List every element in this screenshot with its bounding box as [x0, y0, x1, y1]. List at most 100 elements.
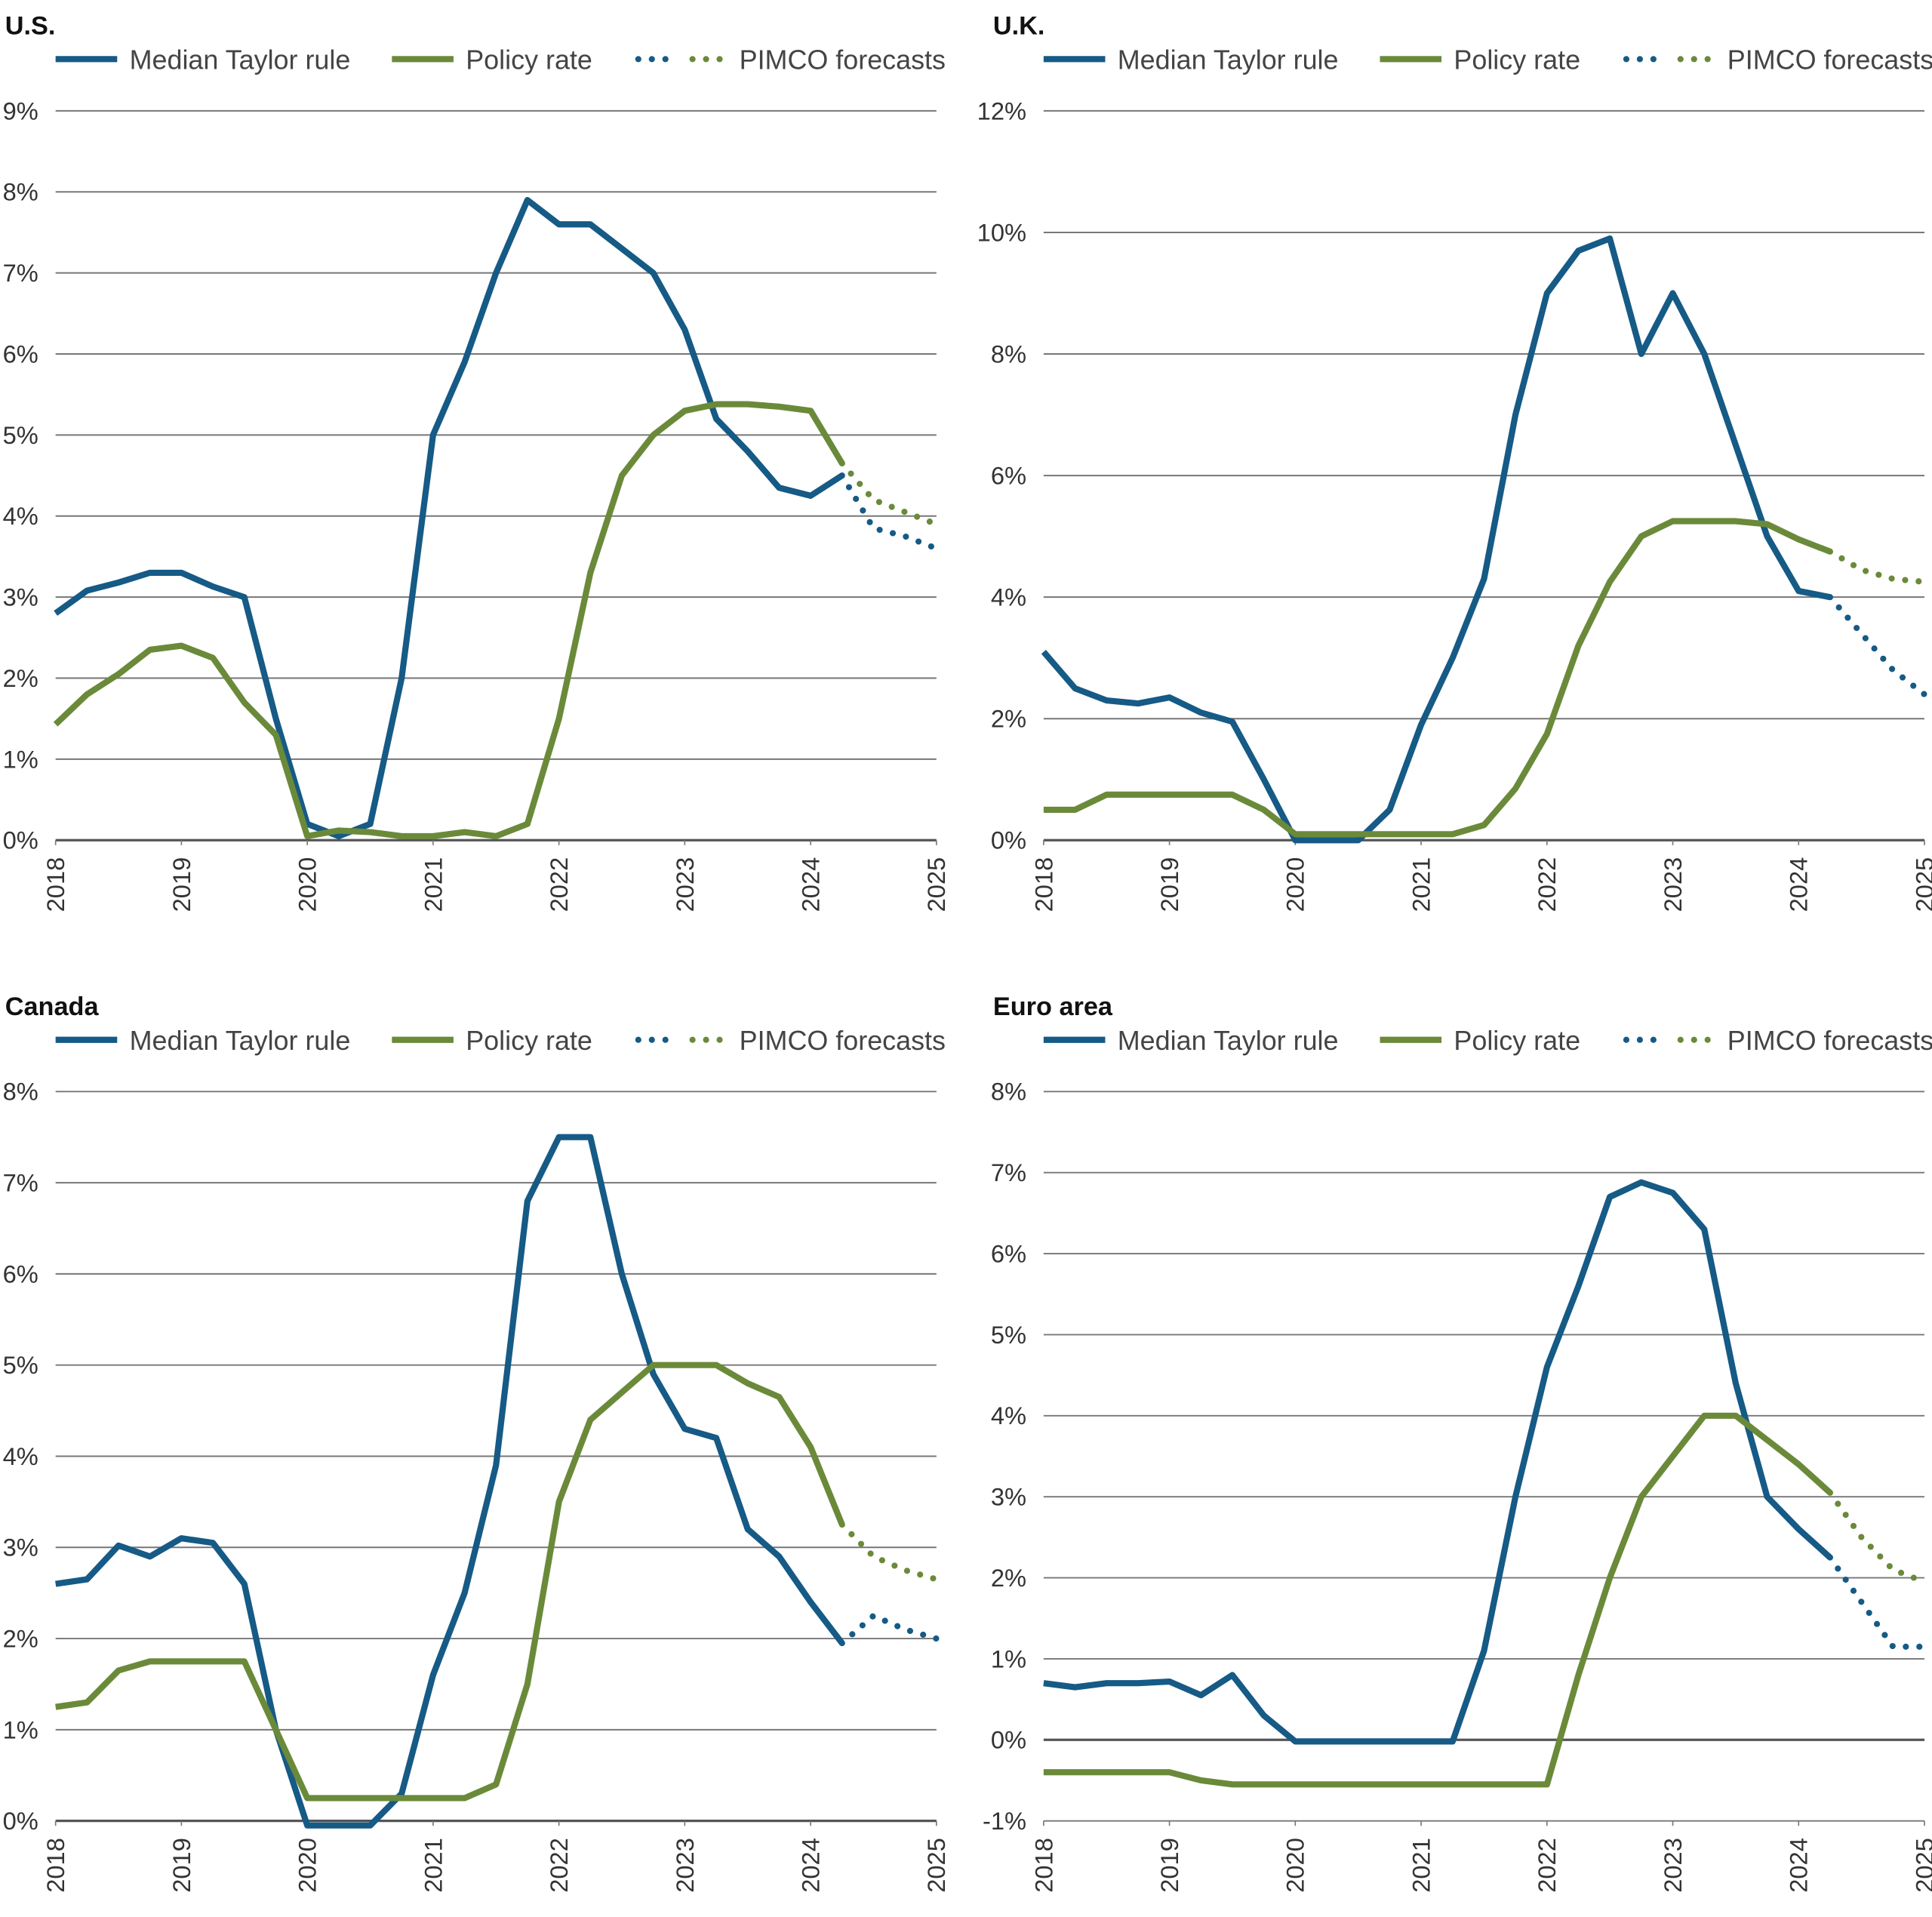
y-tick-label: 2%: [3, 1625, 38, 1653]
y-tick-label: 7%: [3, 259, 38, 287]
panel-title: Euro area: [993, 992, 1113, 1021]
panel-title: U.S.: [5, 12, 56, 41]
data-line: [1043, 1179, 1832, 1745]
x-tick-label: 2019: [168, 1838, 195, 1893]
y-tick-label: 1%: [3, 745, 38, 773]
y-tick-label: 8%: [991, 1078, 1026, 1106]
x-tick-label: 2018: [1029, 857, 1057, 912]
y-tick-label: 8%: [3, 178, 38, 206]
x-tick-label: 2020: [294, 1838, 321, 1893]
legend-label: Median Taylor rule: [130, 1025, 351, 1056]
x-tick-label: 2019: [1155, 857, 1183, 912]
y-tick-label: 6%: [3, 1260, 38, 1288]
y-tick-label: 8%: [3, 1078, 38, 1106]
x-tick-label: 2024: [797, 1838, 825, 1893]
x-tick-label: 2023: [1659, 857, 1687, 912]
x-tick-label: 2023: [1659, 1838, 1687, 1893]
legend-label: PIMCO forecasts: [740, 1025, 946, 1056]
y-tick-label: 3%: [3, 583, 38, 611]
forecast-line: [1826, 1554, 1928, 1650]
y-tick-label: 8%: [991, 340, 1026, 368]
x-tick-label: 2022: [1533, 857, 1561, 912]
data-line: [54, 197, 844, 839]
x-tick-label: 2021: [1407, 857, 1435, 912]
legend-label: PIMCO forecasts: [1727, 1025, 1932, 1056]
y-tick-label: 5%: [991, 1321, 1026, 1349]
legend-label: Policy rate: [1454, 1025, 1580, 1056]
y-tick-label: 0%: [991, 1726, 1026, 1754]
x-tick-label: 2020: [1281, 1838, 1309, 1893]
x-tick-label: 2019: [168, 857, 195, 912]
forecast-line: [1826, 1489, 1928, 1586]
y-tick-label: 7%: [991, 1159, 1026, 1186]
y-tick-label: 5%: [3, 421, 38, 449]
legend-label: PIMCO forecasts: [1727, 44, 1932, 75]
y-tick-label: 4%: [3, 1442, 38, 1470]
y-tick-label: 3%: [991, 1483, 1026, 1511]
x-tick-label: 2022: [545, 857, 573, 912]
x-tick-label: 2018: [42, 1838, 69, 1893]
y-tick-label: 4%: [991, 1402, 1026, 1429]
x-tick-label: 2024: [797, 857, 825, 912]
x-tick-label: 2023: [671, 1838, 699, 1893]
data-line: [55, 1362, 845, 1802]
y-tick-label: 9%: [3, 97, 38, 125]
y-tick-label: 6%: [991, 462, 1026, 490]
legend-label: Policy rate: [466, 1025, 592, 1056]
y-tick-label: 6%: [3, 340, 38, 368]
x-tick-label: 2025: [922, 857, 950, 912]
y-tick-label: 6%: [991, 1239, 1026, 1267]
x-tick-label: 2019: [1155, 1838, 1183, 1893]
panel: U.K. Median Taylor rule Policy rate PIMCO f…: [977, 12, 1932, 912]
x-tick-label: 2023: [671, 857, 699, 912]
data-line: [1041, 235, 1831, 844]
panel: Canada Median Taylor rule Policy rate PIMCO…: [3, 992, 951, 1893]
legend-label: Policy rate: [466, 44, 592, 75]
y-tick-label: 3%: [3, 1534, 38, 1562]
x-tick-label: 2025: [1910, 1838, 1932, 1893]
forecast-line: [838, 1522, 940, 1583]
x-tick-label: 2018: [42, 857, 69, 912]
panel: U.S. Median Taylor rule Policy rate PIMCO f…: [3, 12, 951, 912]
legend-label: Median Taylor rule: [1118, 44, 1339, 75]
x-tick-label: 2022: [545, 1838, 573, 1893]
y-tick-label: 2%: [3, 664, 38, 692]
forecast-line: [838, 472, 940, 552]
data-line: [1043, 1412, 1832, 1788]
y-tick-label: 5%: [3, 1351, 38, 1379]
y-tick-label: 7%: [3, 1169, 38, 1197]
forecast-line: [838, 460, 940, 528]
x-tick-label: 2021: [419, 857, 447, 912]
x-tick-label: 2025: [1910, 857, 1932, 912]
panel-title: U.K.: [993, 12, 1045, 41]
y-tick-label: 2%: [991, 705, 1026, 733]
x-tick-label: 2020: [294, 857, 321, 912]
y-tick-label: 4%: [3, 502, 38, 530]
panel-title: Canada: [5, 992, 100, 1021]
forecast-line: [1826, 548, 1928, 586]
data-line: [55, 1134, 845, 1829]
legend-label: Median Taylor rule: [1118, 1025, 1339, 1056]
legend-label: Policy rate: [1454, 44, 1580, 75]
y-tick-label: 0%: [3, 1807, 38, 1835]
x-tick-label: 2024: [1785, 1838, 1813, 1893]
x-tick-label: 2025: [922, 1838, 950, 1893]
x-tick-label: 2024: [1785, 857, 1813, 912]
forecast-line: [1826, 594, 1928, 698]
legend-label: Median Taylor rule: [130, 44, 351, 75]
y-tick-label: -1%: [983, 1807, 1026, 1835]
y-tick-label: 12%: [977, 97, 1026, 125]
y-tick-label: 2%: [991, 1564, 1026, 1592]
x-tick-label: 2021: [419, 1838, 447, 1893]
y-tick-label: 4%: [991, 583, 1026, 611]
x-tick-label: 2020: [1281, 857, 1309, 912]
y-tick-label: 1%: [991, 1645, 1026, 1672]
y-tick-label: 10%: [977, 218, 1026, 246]
y-tick-label: 0%: [3, 826, 38, 854]
x-tick-label: 2022: [1533, 1838, 1561, 1893]
legend-label: PIMCO forecasts: [740, 44, 946, 75]
y-tick-label: 0%: [991, 826, 1026, 854]
